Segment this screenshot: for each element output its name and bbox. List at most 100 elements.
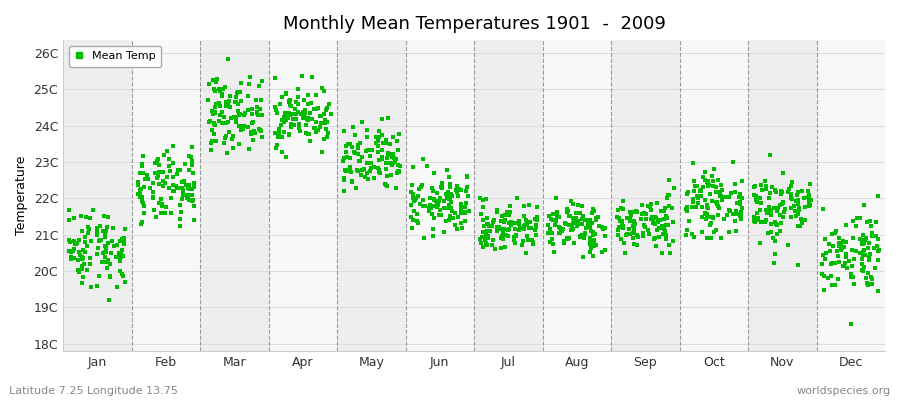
Point: [233, 89, 248, 96]
Point: [155, 201, 169, 207]
Point: [443, 213, 457, 219]
Point: [868, 233, 883, 239]
Point: [853, 236, 868, 242]
Point: [774, 220, 788, 226]
Point: [665, 205, 680, 211]
Point: [572, 209, 587, 216]
Point: [77, 249, 92, 255]
Point: [295, 114, 310, 121]
Point: [130, 190, 145, 197]
Point: [784, 194, 798, 201]
Point: [474, 234, 489, 240]
Point: [375, 156, 390, 162]
Point: [104, 272, 118, 279]
Point: [628, 208, 643, 214]
Point: [592, 223, 607, 230]
Point: [454, 186, 468, 193]
Point: [356, 119, 370, 125]
Point: [552, 214, 566, 220]
Point: [865, 233, 879, 239]
Point: [92, 237, 106, 244]
Point: [300, 115, 314, 122]
Point: [450, 226, 464, 232]
Point: [497, 219, 511, 225]
Point: [345, 144, 359, 151]
Point: [132, 170, 147, 176]
Point: [459, 188, 473, 194]
Point: [616, 198, 630, 204]
Point: [234, 126, 248, 133]
Point: [444, 199, 458, 205]
Point: [164, 210, 178, 216]
Point: [276, 129, 291, 135]
Point: [822, 241, 836, 247]
Point: [358, 173, 373, 180]
Point: [860, 270, 875, 276]
Point: [727, 217, 742, 224]
Point: [728, 210, 742, 217]
Point: [780, 242, 795, 248]
Point: [582, 224, 597, 230]
Point: [586, 232, 600, 238]
Point: [828, 282, 842, 289]
Point: [373, 170, 387, 176]
Point: [826, 243, 841, 249]
Point: [458, 217, 473, 224]
Point: [173, 215, 187, 222]
Point: [802, 194, 816, 201]
Point: [173, 222, 187, 229]
Point: [310, 106, 324, 112]
Point: [351, 168, 365, 174]
Point: [734, 212, 748, 219]
Point: [611, 232, 625, 238]
Point: [622, 226, 636, 232]
Point: [846, 274, 860, 280]
Point: [454, 224, 469, 231]
Point: [764, 184, 778, 190]
Point: [711, 203, 725, 210]
Point: [385, 154, 400, 160]
Point: [112, 252, 127, 258]
Point: [279, 91, 293, 97]
Point: [187, 203, 202, 209]
Point: [585, 220, 599, 226]
Point: [339, 168, 354, 174]
Point: [560, 206, 574, 213]
Bar: [131, 40, 200, 351]
Point: [522, 224, 536, 231]
Point: [528, 227, 543, 233]
Point: [696, 184, 710, 190]
Point: [586, 253, 600, 260]
Point: [116, 253, 130, 259]
Point: [282, 98, 296, 105]
Point: [268, 104, 283, 111]
Point: [378, 166, 392, 172]
Point: [237, 123, 251, 129]
Point: [819, 250, 833, 256]
Point: [828, 228, 842, 234]
Point: [75, 266, 89, 272]
Point: [856, 252, 870, 259]
Point: [150, 158, 165, 164]
Point: [176, 192, 191, 199]
Point: [750, 196, 764, 203]
Point: [130, 179, 145, 185]
Point: [754, 182, 769, 188]
Point: [101, 214, 115, 220]
Point: [379, 182, 393, 189]
Point: [392, 168, 406, 175]
Point: [634, 216, 648, 222]
Point: [444, 191, 458, 198]
Point: [430, 201, 445, 207]
Point: [573, 234, 588, 241]
Point: [776, 214, 790, 220]
Point: [766, 235, 780, 241]
Point: [272, 126, 286, 132]
Point: [428, 202, 442, 209]
Point: [870, 256, 885, 263]
Point: [863, 280, 878, 287]
Point: [817, 273, 832, 280]
Point: [759, 186, 773, 193]
Point: [205, 108, 220, 114]
Point: [234, 123, 248, 129]
